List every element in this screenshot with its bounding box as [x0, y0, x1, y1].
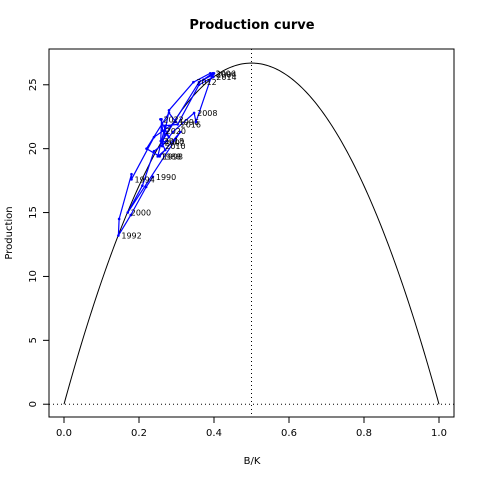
point-label: 2014: [216, 73, 236, 82]
production-curve: [63, 62, 440, 405]
data-point: [208, 71, 212, 75]
point-label: 2002: [165, 138, 185, 147]
chart-title: Production curve: [189, 18, 314, 33]
point-label: 2020: [166, 127, 186, 136]
data-point: [159, 117, 162, 121]
y-tick-label: 0: [28, 401, 39, 407]
y-axis-label: Production: [4, 206, 15, 259]
data-point: [167, 109, 171, 112]
data-point: [151, 175, 155, 179]
data-point: [152, 149, 156, 153]
data-point: [171, 130, 175, 134]
data-point: [159, 139, 163, 143]
point-label: 1994: [135, 175, 155, 184]
point-label: 2000: [131, 209, 151, 218]
data-point: [160, 144, 164, 148]
y-tick-label: 25: [28, 78, 39, 91]
data-point: [163, 148, 167, 152]
data-point: [130, 172, 133, 176]
data-point: [126, 211, 130, 214]
y-tick-label: 20: [28, 142, 39, 155]
data-point: [144, 185, 148, 189]
data-point: [161, 129, 164, 133]
x-tick-label: 0.2: [131, 428, 147, 439]
data-point: [192, 80, 195, 84]
data-point: [197, 80, 201, 84]
data-point: [211, 75, 215, 79]
y-axis: 0 5 10 15 20 25: [28, 78, 49, 407]
x-axis-label: B/K: [244, 456, 261, 467]
data-point: [202, 78, 205, 81]
point-label: 1996: [179, 118, 199, 127]
y-tick-label: 5: [28, 337, 39, 343]
plot-frame: [48, 48, 455, 418]
x-tick-label: 0.4: [206, 428, 222, 439]
data-point: [167, 111, 171, 115]
data-point: [174, 120, 178, 124]
data-point: [165, 139, 169, 143]
data-point: [167, 135, 171, 139]
x-axis: 0.0 0.2 0.4 0.6 0.8 1.0: [56, 417, 447, 439]
point-label: 2010: [165, 142, 185, 151]
data-point: [129, 213, 133, 217]
x-tick-label: 0.6: [281, 428, 297, 439]
data-point: [211, 71, 214, 75]
data-point: [117, 234, 120, 237]
point-label: 1998: [163, 152, 183, 161]
point-label: 1992: [121, 232, 141, 241]
point-label: 2016: [181, 120, 201, 129]
data-point: [156, 155, 160, 158]
data-point: [197, 83, 201, 87]
y-tick-label: 15: [28, 206, 39, 219]
data-point: [176, 123, 179, 126]
data-point: [141, 184, 144, 188]
point-label: 2012: [196, 78, 216, 87]
data-point: [145, 147, 148, 150]
point-label: 1988: [161, 152, 181, 161]
data-point: [194, 120, 198, 124]
data-point: [130, 178, 133, 181]
point-label: 2018: [164, 137, 184, 146]
point-label: 2008: [197, 109, 217, 118]
data-point: [192, 111, 196, 115]
point-label: 1990: [156, 173, 176, 182]
data-point: [152, 135, 156, 139]
x-tick-label: 0.8: [356, 428, 372, 439]
data-point: [163, 124, 167, 127]
point-label: 2004: [216, 71, 236, 80]
point-label: 2022: [163, 115, 183, 124]
data-point: [117, 217, 121, 221]
data-point: [158, 155, 161, 158]
y-tick-label: 10: [28, 270, 39, 283]
x-tick-label: 0.0: [56, 428, 72, 439]
data-point: [178, 130, 182, 134]
x-tick-label: 1.0: [431, 428, 447, 439]
point-label: 2006: [216, 69, 236, 78]
